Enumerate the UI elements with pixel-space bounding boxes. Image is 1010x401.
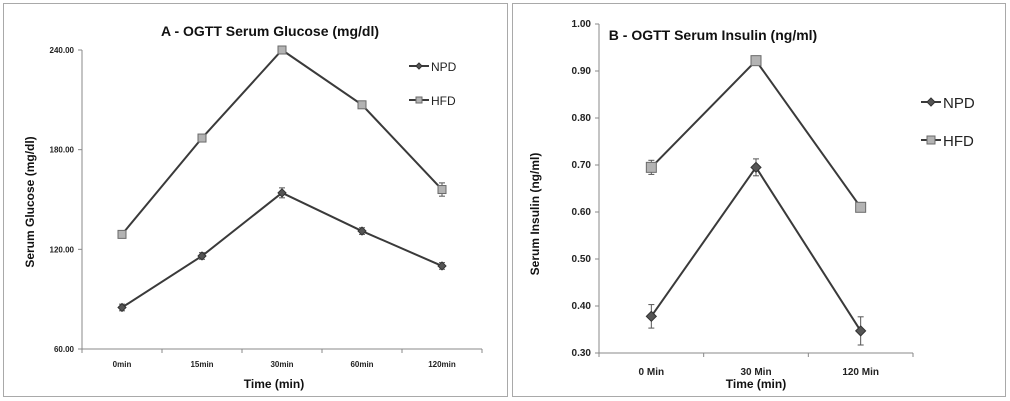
data-point-npd [854,325,867,337]
glucose-plot-area: 60.00 120.00 180.00 240.00 0min 15min 30min 60m… [50,45,483,369]
x-tick-label: 120 Min [842,367,879,378]
data-point-hfd [197,133,207,143]
data-point-npd [117,302,127,313]
y-tick-label: 0.30 [572,348,592,359]
chart-title: A - OGTT Serum Glucose (mg/dl) [161,23,379,39]
y-tick-label: 240.00 [50,46,75,55]
x-axis-label: Time (min) [244,377,304,391]
series-line-hfd [121,48,443,236]
y-tick-label: 0.40 [572,301,592,312]
glucose-chart: A - OGTT Serum Glucose (mg/dl) Time (min… [23,23,483,391]
y-tick-label: 0.50 [572,254,592,265]
data-point-npd [437,261,447,271]
legend-marker [926,135,936,145]
chart-panel-glucose: A - OGTT Serum Glucose (mg/dl) Time (min… [3,3,508,397]
x-axis-label: Time (min) [726,377,786,391]
y-axis-label: Serum Glucose (mg/dl) [23,136,37,267]
insulin-chart: B - OGTT Serum Insulin (ng/ml) Time (min… [528,19,975,391]
y-tick-label: 60.00 [54,345,75,354]
data-point-hfd [357,100,367,110]
x-tick-label: 0min [113,360,132,369]
legend-marker [415,96,423,104]
data-point-hfd [645,161,657,173]
legend-label: HFD [431,94,456,108]
data-point-hfd [855,201,867,213]
legend-marker [415,62,423,70]
x-tick-label: 60min [350,360,373,369]
data-point-hfd [750,55,762,67]
y-tick-label: 0.60 [572,207,592,218]
data-point-npd [750,161,762,174]
y-tick-label: 0.70 [572,160,592,171]
series-line-hfd [650,59,862,208]
legend-label: NPD [431,60,457,74]
data-point-npd [277,188,287,198]
data-point-npd [645,310,658,323]
legend-label: HFD [943,133,974,150]
y-tick-label: 0.90 [572,66,592,77]
y-tick-label: 180.00 [50,146,75,155]
legend-marker [926,97,936,107]
x-tick-label: 15min [190,360,213,369]
x-tick-label: 0 Min [639,367,665,378]
x-tick-label: 30 Min [740,367,771,378]
series-line-npd [121,191,443,309]
chart-title: B - OGTT Serum Insulin (ng/ml) [609,27,817,43]
y-tick-label: 0.80 [572,113,592,124]
y-axis-label: Serum Insulin (ng/ml) [528,153,542,276]
chart-panel-insulin: B - OGTT Serum Insulin (ng/ml) Time (min… [512,3,1006,397]
data-point-npd [357,226,367,236]
data-point-hfd [277,45,287,55]
x-tick-label: 30min [270,360,293,369]
series-line-npd [650,165,862,332]
insulin-plot-area: 0.30 0.40 0.50 0.60 0.70 0.80 0.90 1.00 0 Min 30 … [572,19,975,378]
data-point-hfd [117,229,127,239]
y-tick-label: 1.00 [572,19,592,30]
data-point-hfd [437,185,447,195]
y-tick-label: 120.00 [50,245,75,254]
legend-label: NPD [943,95,975,112]
data-point-npd [197,251,207,261]
x-tick-label: 120min [428,360,456,369]
